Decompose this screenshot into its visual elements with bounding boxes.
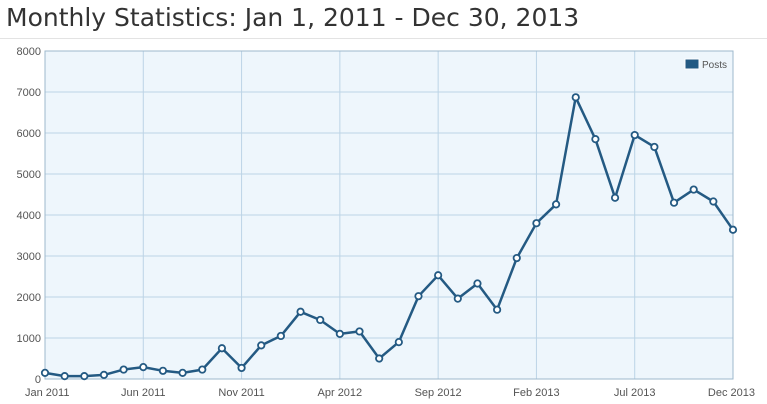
legend-label: Posts xyxy=(702,60,727,71)
data-point[interactable] xyxy=(80,372,89,381)
data-point[interactable] xyxy=(630,130,639,140)
data-point[interactable] xyxy=(453,294,462,303)
plot-frame xyxy=(44,50,734,380)
data-point[interactable] xyxy=(119,365,128,374)
legend-swatch xyxy=(684,58,700,70)
x-tick-label: Sep 2012 xyxy=(415,387,462,399)
data-point[interactable] xyxy=(551,200,561,209)
x-tick-label: Nov 2011 xyxy=(218,387,264,399)
data-point[interactable] xyxy=(60,372,69,381)
y-tick-label: 2000 xyxy=(17,292,41,304)
data-point[interactable] xyxy=(257,341,266,350)
data-point[interactable] xyxy=(414,292,423,301)
data-point[interactable] xyxy=(728,225,738,234)
y-tick-label: 6000 xyxy=(17,128,41,140)
data-point[interactable] xyxy=(473,279,482,288)
data-point[interactable] xyxy=(296,307,305,316)
data-point[interactable] xyxy=(493,305,502,314)
y-tick-label: 3000 xyxy=(17,251,41,263)
data-point[interactable] xyxy=(355,327,364,336)
y-tick-label: 1000 xyxy=(17,333,41,345)
data-point[interactable] xyxy=(178,368,187,377)
data-point[interactable] xyxy=(512,253,521,263)
y-tick-label: 0 xyxy=(35,374,41,386)
y-tick-label: 4000 xyxy=(17,210,41,222)
data-point[interactable] xyxy=(217,344,227,353)
data-point[interactable] xyxy=(335,329,344,338)
data-point[interactable] xyxy=(198,365,207,374)
data-point[interactable] xyxy=(375,354,384,363)
y-tick-label: 5000 xyxy=(17,169,41,181)
x-tick-label: Jun 2011 xyxy=(121,387,165,399)
title-divider xyxy=(0,38,767,39)
data-point[interactable] xyxy=(40,368,50,377)
data-point[interactable] xyxy=(709,197,718,206)
data-point[interactable] xyxy=(610,193,620,202)
data-point[interactable] xyxy=(276,331,285,341)
y-tick-label: 7000 xyxy=(17,87,41,99)
x-tick-label: Apr 2012 xyxy=(318,387,363,399)
data-point[interactable] xyxy=(99,370,109,379)
x-tick-label: Jan 2011 xyxy=(25,387,69,399)
data-point[interactable] xyxy=(591,135,600,144)
data-point[interactable] xyxy=(571,93,580,102)
data-point[interactable] xyxy=(669,198,679,207)
x-tick-label: Feb 2013 xyxy=(513,387,559,399)
data-point[interactable] xyxy=(650,142,659,152)
data-point[interactable] xyxy=(316,315,325,325)
y-tick-label: 8000 xyxy=(17,46,41,58)
data-point[interactable] xyxy=(532,219,541,228)
x-tick-label: Jul 2013 xyxy=(614,387,656,399)
data-point[interactable] xyxy=(158,366,168,375)
data-point[interactable] xyxy=(394,337,403,347)
data-point[interactable] xyxy=(237,363,246,373)
data-point[interactable] xyxy=(139,363,148,372)
page-title: Monthly Statistics: Jan 1, 2011 - Dec 30… xyxy=(6,3,580,32)
data-point[interactable] xyxy=(434,271,443,280)
data-point[interactable] xyxy=(689,185,698,194)
x-tick-label: Dec 2013 xyxy=(708,387,755,399)
